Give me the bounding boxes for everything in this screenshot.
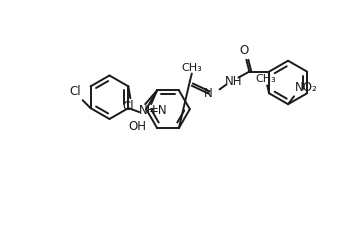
Text: CH₃: CH₃ <box>256 75 277 84</box>
Text: O: O <box>240 44 249 57</box>
Text: CH₃: CH₃ <box>181 62 202 73</box>
Text: OH: OH <box>128 120 146 133</box>
Text: Cl: Cl <box>122 100 134 113</box>
Text: NH: NH <box>139 104 156 117</box>
Text: =N: =N <box>149 104 168 117</box>
Text: N: N <box>204 87 213 100</box>
Text: NH: NH <box>225 75 242 88</box>
Text: NO₂: NO₂ <box>295 81 318 94</box>
Text: Cl: Cl <box>69 85 81 98</box>
